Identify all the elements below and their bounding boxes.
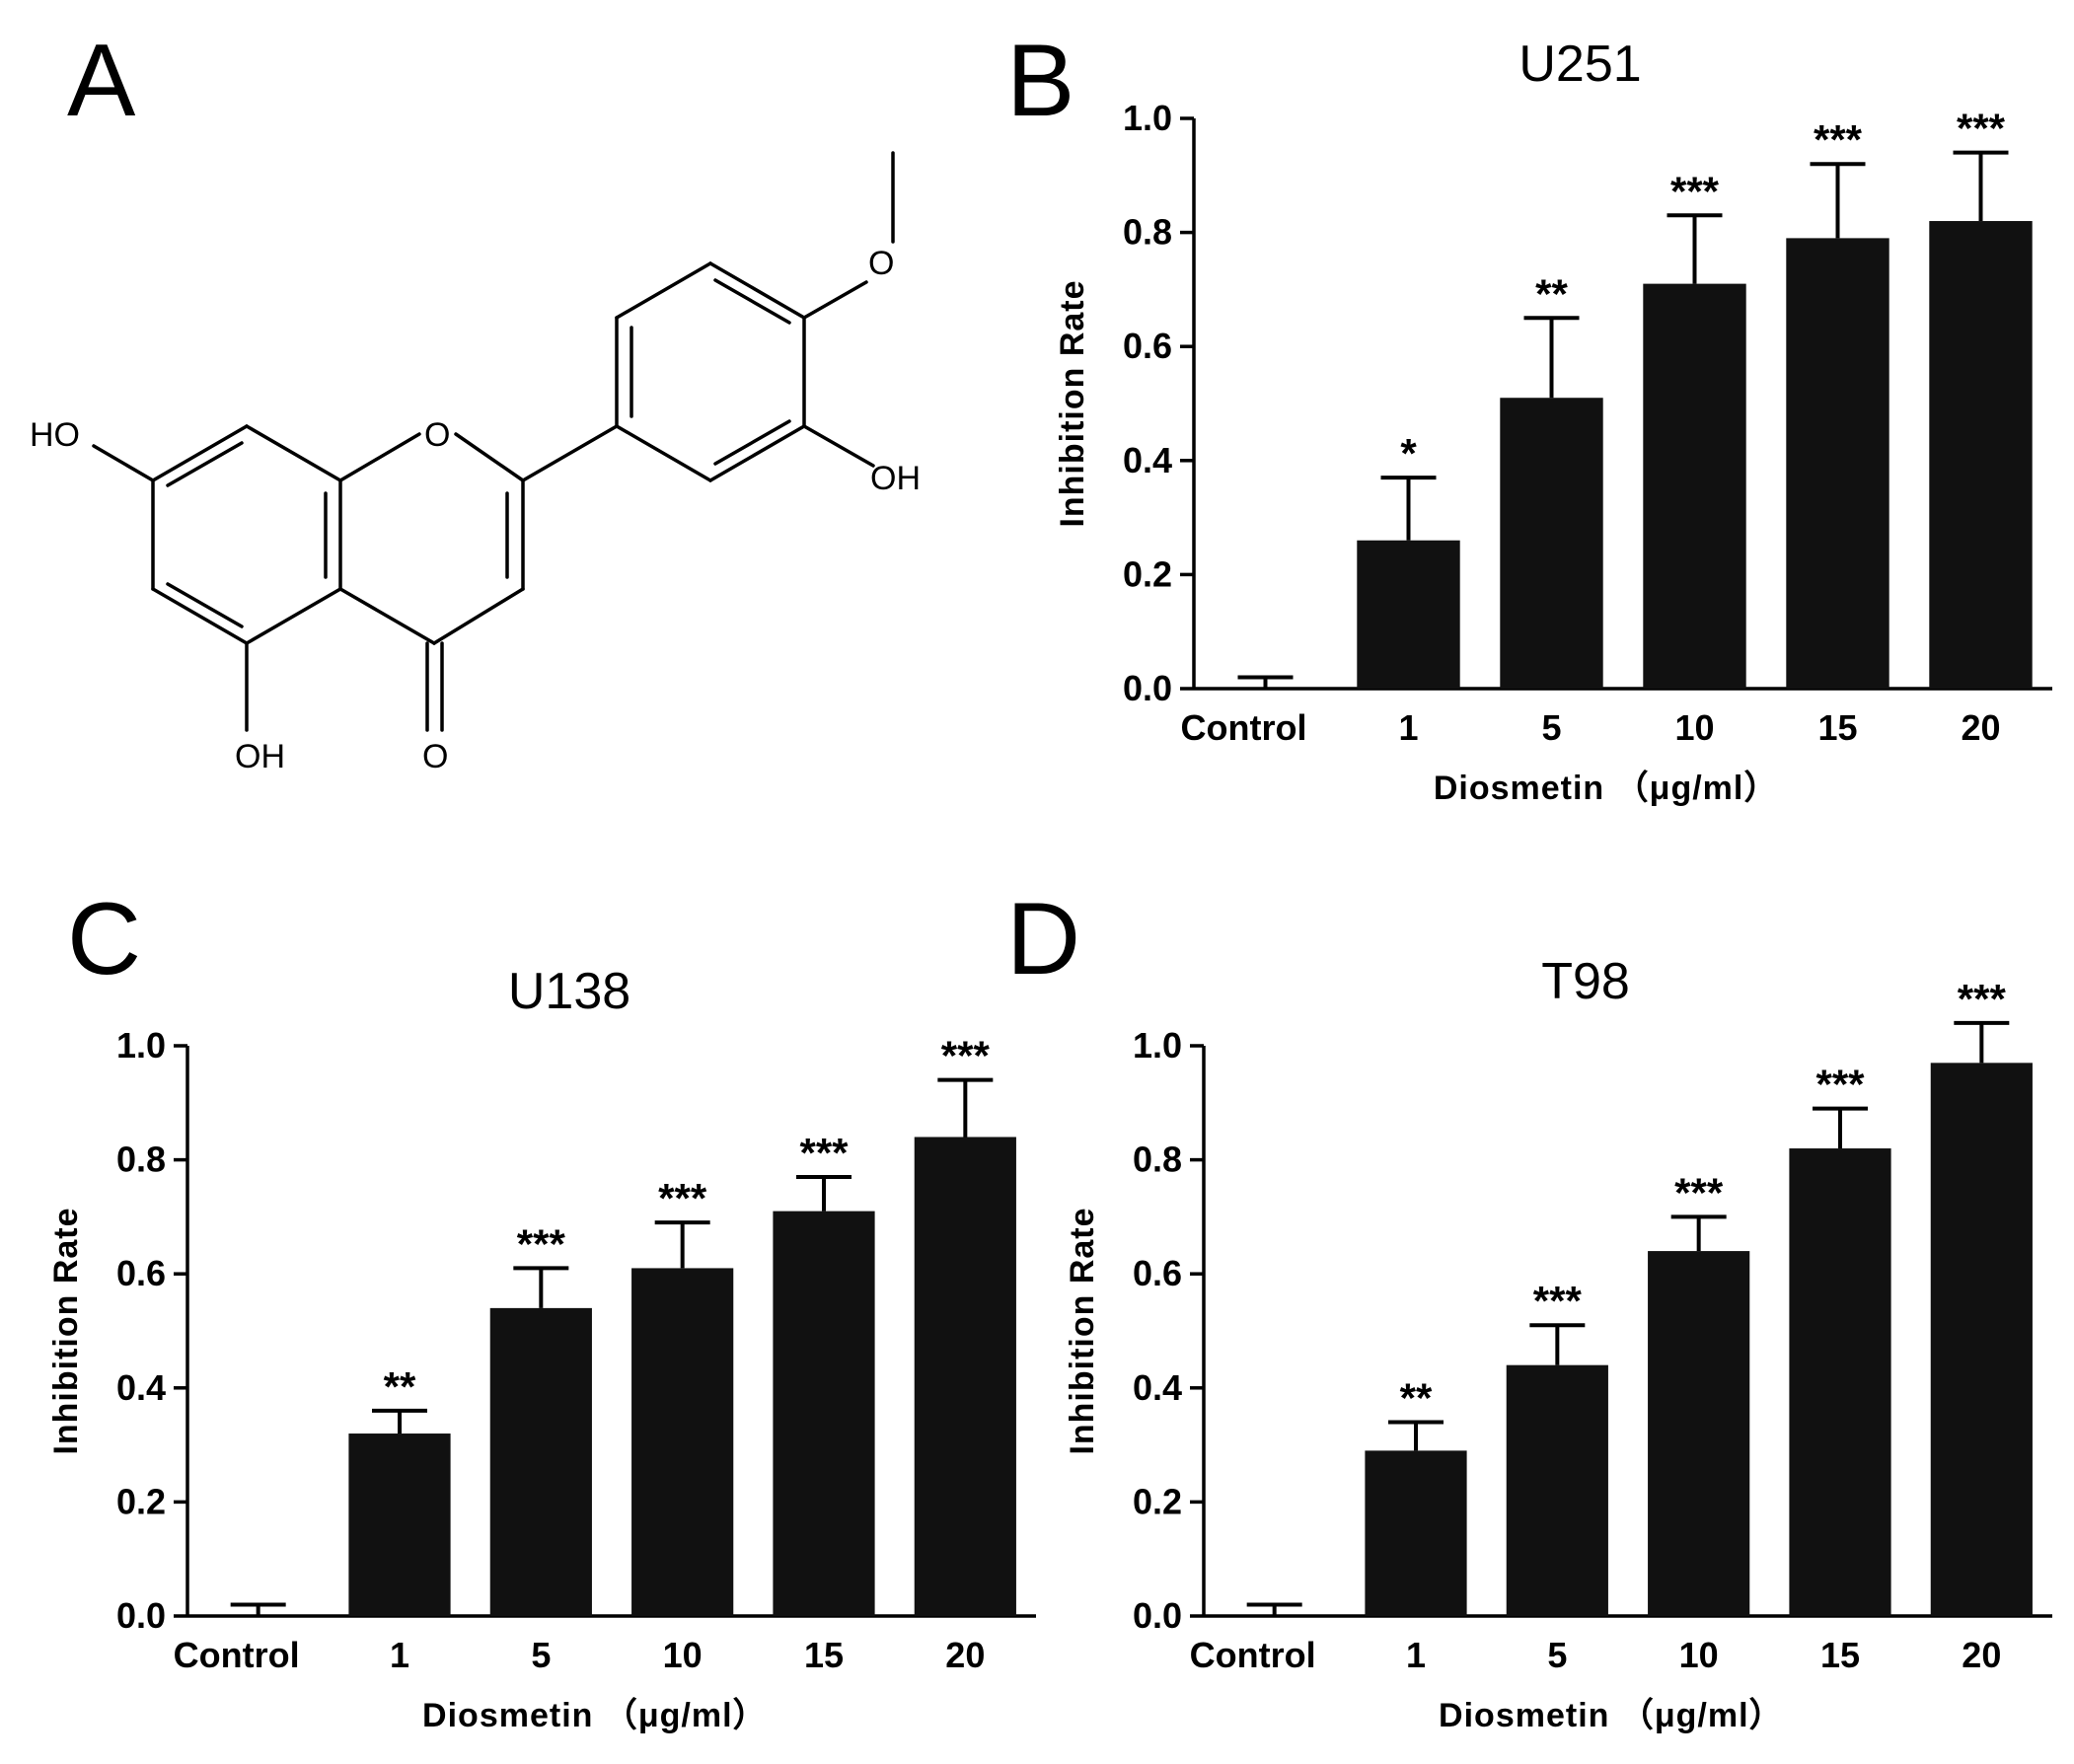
bar xyxy=(1643,283,1746,689)
significance-label: *** xyxy=(1958,976,2007,1022)
x-tick-label: Control xyxy=(174,1635,300,1675)
significance-label: * xyxy=(1400,430,1417,477)
bar xyxy=(1500,398,1603,689)
x-tick-label: 10 xyxy=(1679,1635,1719,1675)
significance-label: *** xyxy=(658,1175,707,1221)
significance-label: *** xyxy=(1815,1062,1865,1108)
bar xyxy=(1357,540,1460,689)
bar xyxy=(348,1433,451,1616)
y-tick-label: 0.0 xyxy=(1123,668,1172,708)
molecule-label-ring-o: O xyxy=(424,416,450,454)
x-tick-label: 1 xyxy=(390,1635,409,1675)
y-tick-label: 0.4 xyxy=(1133,1367,1182,1408)
bar xyxy=(773,1211,875,1616)
significance-label: *** xyxy=(1814,116,1863,163)
x-tick-label: 5 xyxy=(1547,1635,1567,1675)
significance-label: *** xyxy=(517,1220,566,1267)
y-tick-label: 0.8 xyxy=(1133,1139,1182,1180)
y-tick-label: 0.2 xyxy=(1123,553,1172,594)
x-tick-label: 10 xyxy=(663,1635,703,1675)
x-axis-label: Diosmetin （μg/ml） xyxy=(1439,1696,1784,1734)
significance-label: ** xyxy=(384,1363,416,1410)
molecule-label-methoxy-o: O xyxy=(868,245,894,282)
significance-label: *** xyxy=(799,1130,849,1176)
y-tick-label: 0.6 xyxy=(1133,1253,1182,1293)
y-tick-label: 0.6 xyxy=(116,1253,166,1293)
x-tick-label: 5 xyxy=(531,1635,551,1675)
chart-u251: U251 0.0 0.2 0.4 0.6 0.8 1.0 Inhibition Rate Con… xyxy=(1054,36,2052,807)
bar xyxy=(1930,1063,2033,1616)
x-tick-label: 20 xyxy=(1962,1635,2001,1675)
y-tick-label: 0.0 xyxy=(1133,1595,1182,1636)
chart-title: U251 xyxy=(1518,36,1641,93)
x-tick-label: 20 xyxy=(1961,707,2000,748)
bar xyxy=(914,1137,1016,1616)
panel-letter-c: C xyxy=(67,882,142,996)
x-axis-label: Diosmetin （μg/ml） xyxy=(422,1696,768,1734)
y-tick-label: 1.0 xyxy=(1133,1025,1182,1066)
x-tick-label: 1 xyxy=(1406,1635,1426,1675)
x-tick-label: 5 xyxy=(1541,707,1561,748)
x-tick-label: 15 xyxy=(1817,707,1857,748)
molecule-bonds xyxy=(92,151,895,732)
y-tick-label: 0.8 xyxy=(116,1139,166,1180)
x-tick-label: 15 xyxy=(1820,1635,1860,1675)
x-axis-label: Diosmetin （μg/ml） xyxy=(1434,769,1779,807)
significance-label: ** xyxy=(1535,270,1568,317)
x-tick-label: 15 xyxy=(804,1635,844,1675)
significance-label: ** xyxy=(1400,1374,1433,1421)
molecule-label-oh-right: OH xyxy=(870,460,921,497)
chart-u138: U138 0.0 0.2 0.4 0.6 0.8 1.0 Inhibition Rate Con… xyxy=(47,963,1036,1734)
panel-letter-b: B xyxy=(1006,24,1075,138)
bar xyxy=(1786,238,1889,689)
bar xyxy=(489,1307,592,1616)
bar xyxy=(1365,1450,1467,1616)
y-tick-label: 0.4 xyxy=(116,1367,166,1408)
y-tick-label: 1.0 xyxy=(116,1025,166,1066)
bar xyxy=(1789,1148,1891,1616)
significance-label: *** xyxy=(1533,1278,1583,1324)
y-tick-label: 0.2 xyxy=(116,1481,166,1521)
bar xyxy=(631,1268,734,1616)
y-tick-label: 0.8 xyxy=(1123,212,1172,253)
panel-letter-a: A xyxy=(67,24,136,138)
significance-label: *** xyxy=(1674,1169,1724,1215)
chart-title: U138 xyxy=(508,963,630,1020)
significance-label: *** xyxy=(1957,106,2006,152)
y-axis-label: Inhibition Rate xyxy=(1054,279,1091,527)
significance-label: *** xyxy=(1670,168,1720,214)
y-tick-label: 1.0 xyxy=(1123,98,1172,138)
chart-t98: T98 0.0 0.2 0.4 0.6 0.8 1.0 Inhibition Rate Cont… xyxy=(1064,953,2052,1734)
x-tick-label: 1 xyxy=(1398,707,1418,748)
bar xyxy=(1648,1251,1750,1616)
significance-label: *** xyxy=(941,1033,991,1079)
chart-title: T98 xyxy=(1541,953,1630,1010)
y-tick-label: 0.2 xyxy=(1133,1481,1182,1521)
molecule-label-ho: HO xyxy=(30,416,80,454)
x-tick-label: Control xyxy=(1181,707,1307,748)
molecule-label-carbonyl-o: O xyxy=(422,738,448,775)
panel-letter-d: D xyxy=(1006,882,1081,996)
x-tick-label: 10 xyxy=(1674,707,1714,748)
y-tick-label: 0.4 xyxy=(1123,440,1172,480)
y-tick-label: 0.0 xyxy=(116,1595,166,1636)
x-tick-label: Control xyxy=(1190,1635,1316,1675)
molecule-structure: HO O OH OH O O xyxy=(30,151,921,775)
bar xyxy=(1506,1364,1608,1616)
y-axis-label: Inhibition Rate xyxy=(1064,1207,1101,1454)
y-axis-label: Inhibition Rate xyxy=(47,1207,85,1454)
y-tick-label: 0.6 xyxy=(1123,326,1172,366)
x-tick-label: 20 xyxy=(945,1635,985,1675)
bar xyxy=(1929,221,2033,690)
molecule-label-oh-bottom: OH xyxy=(235,738,285,775)
